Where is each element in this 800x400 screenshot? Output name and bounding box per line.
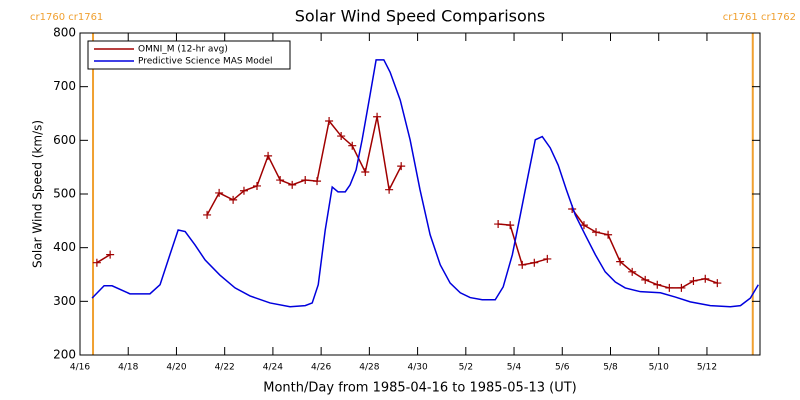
x-tick-label: 4/20	[166, 363, 186, 373]
plot-frame	[79, 32, 761, 356]
y-tick-label: 700	[53, 79, 76, 93]
chart-title: Solar Wind Speed Comparisons	[295, 7, 546, 26]
y-tick-label: 400	[53, 240, 76, 254]
y-tick-label: 500	[53, 187, 76, 201]
x-tick-label: 4/16	[70, 363, 90, 373]
marker	[337, 132, 346, 141]
x-tick-label: 4/24	[263, 363, 283, 373]
x-tick-label: 5/4	[507, 363, 522, 373]
marker	[592, 228, 601, 237]
marker	[713, 279, 722, 288]
marker	[313, 177, 322, 186]
x-tick-label: 4/22	[215, 363, 235, 373]
marker	[701, 274, 710, 283]
marker	[92, 258, 101, 267]
marker	[665, 283, 674, 292]
marker	[543, 254, 552, 263]
marker	[653, 280, 662, 289]
y-axis-label: Solar Wind Speed (km/s)	[31, 120, 45, 268]
legend-box	[87, 40, 291, 70]
marker	[373, 112, 382, 121]
marker	[530, 258, 539, 267]
marker	[494, 220, 503, 229]
marker	[616, 257, 625, 266]
marker	[276, 176, 285, 185]
marker	[506, 221, 515, 230]
marker	[385, 185, 394, 194]
marker	[641, 275, 650, 284]
marker	[239, 186, 248, 195]
marker	[518, 260, 527, 269]
series-line	[91, 59, 759, 308]
legend-label: OMNI_M (12-hr avg)	[138, 45, 228, 55]
x-tick-label: 4/30	[407, 363, 427, 373]
marker	[215, 188, 224, 197]
marker	[397, 162, 406, 171]
y-tick-label: 300	[53, 294, 76, 308]
marker	[203, 210, 212, 219]
marker	[288, 180, 297, 189]
x-tick-label: 4/28	[359, 363, 379, 373]
marker	[252, 181, 261, 190]
marker	[301, 176, 310, 185]
x-tick-label: 5/6	[555, 363, 570, 373]
x-tick-label: 4/26	[311, 363, 331, 373]
marker	[579, 221, 588, 230]
marker	[677, 283, 686, 292]
x-tick-label: 4/18	[118, 363, 138, 373]
x-tick-label: 5/2	[459, 363, 473, 373]
marker	[689, 276, 698, 285]
marker	[604, 230, 613, 239]
legend-label: Predictive Science MAS Model	[138, 57, 273, 67]
marker	[348, 141, 357, 150]
marker	[361, 167, 370, 176]
marker	[229, 195, 238, 204]
marker	[325, 117, 334, 126]
marker	[628, 267, 637, 276]
y-tick-label: 800	[53, 26, 76, 40]
x-tick-label: 5/12	[697, 363, 717, 373]
y-tick-label: 600	[53, 133, 76, 147]
annotation: cr1760 cr1761	[30, 12, 103, 23]
x-tick-label: 5/8	[603, 363, 618, 373]
marker	[106, 250, 115, 259]
x-axis-label: Month/Day from 1985-04-16 to 1985-05-13 …	[263, 381, 576, 396]
x-tick-label: 5/10	[649, 363, 669, 373]
annotation: cr1761 cr1762	[723, 12, 796, 23]
y-tick-label: 200	[53, 348, 76, 362]
marker	[264, 151, 273, 160]
